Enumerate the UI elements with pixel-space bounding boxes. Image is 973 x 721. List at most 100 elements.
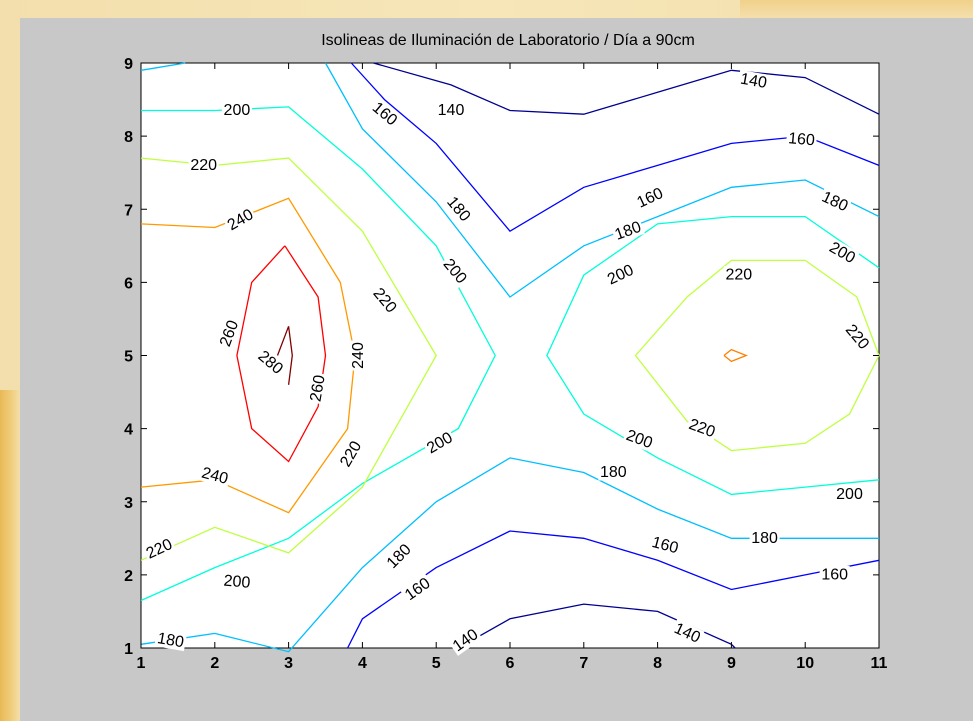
contour-200-path-2 — [546, 215, 880, 496]
contour-label-background — [223, 204, 258, 235]
contour-label-text: 180 — [751, 530, 778, 547]
contour-label-background — [834, 485, 865, 503]
x-axis: 1 2 3 4 5 6 7 8 9 10 11 — [137, 63, 888, 672]
contour-label-background — [142, 534, 177, 563]
contour-label-180: 180 — [749, 529, 780, 547]
contour-label-text: 240 — [350, 342, 367, 369]
contour-label-background — [221, 101, 252, 119]
contour-label-260: 260 — [306, 372, 329, 405]
contour-label-background — [442, 192, 475, 226]
contour-label-background — [221, 571, 253, 592]
y-tick-label: 3 — [124, 495, 133, 512]
contour-label-text: 160 — [787, 130, 815, 149]
x-tick-label: 2 — [210, 655, 219, 672]
y-tick-label: 6 — [124, 275, 133, 292]
contour-label-background — [436, 101, 466, 119]
contour-160-path-2 — [347, 530, 880, 649]
y-tick-label: 5 — [124, 349, 133, 366]
x-tick-label: 10 — [796, 655, 814, 672]
contour-label-text: 160 — [821, 566, 848, 583]
contour-label-160: 160 — [648, 533, 682, 557]
contour-label-240: 240 — [349, 340, 367, 371]
x-tick-label: 1 — [137, 655, 146, 672]
contour-label-220: 220 — [685, 415, 720, 442]
y-tick-label: 8 — [124, 129, 133, 146]
contour-label-text: 180 — [600, 464, 627, 481]
contour-label-220: 220 — [723, 266, 754, 284]
contour-label-background — [188, 156, 219, 174]
contour-label-background — [400, 573, 435, 605]
contour-label-background — [825, 237, 860, 268]
y-tick-label: 9 — [124, 56, 133, 73]
contour-label-160: 160 — [785, 129, 818, 150]
contour-label-background — [817, 187, 853, 216]
contour-label-200: 200 — [221, 101, 252, 119]
background-accent-left — [0, 390, 20, 721]
contour-220-path-1 — [140, 157, 437, 561]
x-tick-label: 11 — [871, 655, 888, 672]
contour-label-background — [438, 254, 472, 289]
contour-label-text: 220 — [725, 267, 752, 284]
x-tick-label: 4 — [358, 655, 367, 672]
contour-200-path-1 — [140, 106, 496, 602]
contour-label-140: 140 — [436, 101, 466, 119]
background-accent-top — [740, 0, 973, 18]
contour-label-background — [422, 428, 457, 458]
contour-label-background — [198, 463, 232, 488]
contour-label-background — [253, 346, 288, 379]
contour-label-240: 240 — [198, 463, 232, 488]
contour-250-path-1 — [723, 348, 748, 363]
contour-label-text: 200 — [223, 573, 251, 592]
contour-label-background — [368, 283, 402, 318]
contour-label-background — [367, 97, 402, 130]
contour-label-background — [819, 565, 850, 583]
contour-label-180: 180 — [154, 629, 187, 651]
contour-label-background — [622, 426, 657, 453]
contour-chart: Isolineas de Iluminación de Laboratorio … — [124, 32, 888, 672]
contour-label-200: 200 — [221, 571, 253, 592]
contour-label-background — [670, 618, 705, 647]
contour-180-path-1 — [140, 62, 186, 71]
contour-160-path-1 — [350, 62, 880, 233]
x-tick-label: 8 — [653, 655, 662, 672]
y-tick-label: 4 — [124, 422, 133, 439]
contour-label-text: 200 — [836, 486, 863, 503]
y-tick-label: 1 — [124, 641, 133, 658]
x-tick-label: 3 — [284, 655, 293, 672]
contour-label-background — [685, 415, 720, 442]
contour-140-path-2 — [457, 603, 736, 649]
x-tick-label: 7 — [579, 655, 588, 672]
contour-220-path-2 — [634, 259, 880, 452]
contour-label-text: 180 — [156, 630, 185, 651]
contour-label-background — [632, 183, 668, 212]
contour-260-path-1 — [236, 245, 327, 463]
contour-label-background — [448, 624, 483, 656]
contour-label-background — [382, 539, 416, 573]
contour-label-background — [216, 316, 243, 351]
contour-label-140: 140 — [737, 69, 770, 92]
contour-label-text: 200 — [224, 102, 251, 119]
y-tick-label: 2 — [124, 568, 133, 585]
contour-label-text: 140 — [438, 102, 465, 119]
contour-label-220: 220 — [188, 156, 219, 174]
contour-label-180: 180 — [598, 463, 629, 481]
contour-label-background — [785, 129, 818, 150]
contour-280-path-1 — [276, 326, 293, 385]
contour-label-240: 240 — [223, 204, 258, 235]
contour-label-200: 200 — [834, 485, 865, 503]
contour-label-background — [737, 69, 770, 92]
contour-label-background — [723, 266, 754, 284]
x-tick-label: 6 — [506, 655, 515, 672]
contour-label-background — [349, 340, 367, 371]
chart-title: Isolineas de Iluminación de Laboratorio … — [321, 32, 695, 49]
contour-label-text: 140 — [739, 71, 768, 92]
x-tick-label: 5 — [432, 655, 441, 672]
contour-140-path-1 — [373, 62, 880, 115]
contour-label-background — [336, 436, 366, 472]
x-tick-label: 9 — [727, 655, 736, 672]
figure-panel: Isolineas de Iluminación de Laboratorio … — [20, 18, 973, 721]
contour-180-path-2 — [324, 62, 880, 298]
contour-label-text: 260 — [307, 374, 328, 403]
contour-label-background — [603, 260, 638, 289]
y-tick-label: 7 — [124, 202, 133, 219]
